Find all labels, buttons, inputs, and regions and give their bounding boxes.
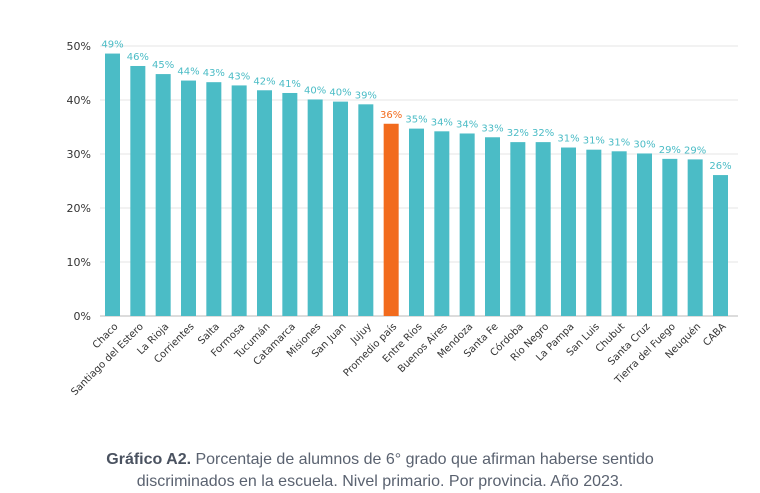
data-label: 34%	[456, 119, 478, 130]
y-tick-label: 40%	[67, 94, 91, 107]
bar	[358, 104, 374, 316]
data-label: 35%	[405, 115, 427, 126]
bar	[282, 92, 298, 316]
bar	[611, 151, 627, 316]
x-tick-label: CABA	[701, 321, 728, 348]
bar	[662, 158, 678, 316]
data-label: 46%	[127, 52, 149, 63]
data-label: 36%	[380, 110, 402, 121]
figure-caption: Gráfico A2. Porcentaje de alumnos de 6° …	[60, 449, 700, 493]
data-label: 49%	[101, 40, 123, 51]
bar	[181, 80, 196, 316]
y-tick-label: 10%	[67, 256, 91, 269]
data-label: 40%	[304, 85, 326, 96]
y-tick-label: 50%	[67, 40, 91, 53]
data-label: 33%	[481, 123, 503, 134]
bar	[105, 53, 120, 317]
bar	[586, 149, 602, 316]
data-label: 40%	[329, 88, 351, 99]
data-label: 31%	[608, 137, 630, 148]
y-tick-label: 0%	[74, 310, 91, 323]
bar	[434, 131, 450, 316]
y-axis-ticks: 0% 10% 20% 30% 40% 50%	[67, 40, 91, 323]
data-label: 43%	[203, 68, 225, 79]
y-tick-label: 30%	[67, 148, 91, 161]
data-label: 31%	[557, 134, 579, 145]
data-label: 29%	[684, 145, 706, 156]
bar	[510, 142, 526, 316]
caption-label: Gráfico A2.	[106, 451, 192, 468]
bar	[561, 147, 576, 316]
data-label: 39%	[355, 90, 377, 101]
bar	[155, 74, 171, 316]
bar	[485, 137, 500, 316]
bar	[231, 85, 247, 316]
data-label: 44%	[177, 67, 199, 78]
bar	[713, 175, 728, 316]
data-label: 41%	[279, 79, 301, 90]
bars	[105, 53, 728, 317]
data-label: 32%	[507, 128, 529, 139]
bar	[535, 142, 551, 316]
data-label: 43%	[228, 71, 250, 82]
data-label: 30%	[633, 139, 655, 150]
data-label: 42%	[253, 76, 275, 87]
data-label: 32%	[532, 128, 554, 139]
bar	[409, 128, 424, 316]
bar	[383, 123, 399, 316]
caption-text: Porcentaje de alumnos de 6° grado que af…	[136, 451, 654, 490]
data-label: 34%	[431, 117, 453, 128]
bar	[307, 99, 323, 317]
data-label: 26%	[709, 161, 731, 172]
data-label: 45%	[152, 60, 174, 71]
data-labels: 49%46%45%44% 43% 43% 42% 41%40% 40% 39%36% 35% 3…	[101, 40, 731, 172]
bar	[130, 65, 146, 316]
bar	[459, 133, 475, 316]
y-tick-label: 20%	[67, 202, 91, 215]
bar-chart: 0%10%20%30%40%50% 49%46%45%44% 43% 43% 42% 4…	[67, 40, 738, 398]
data-label: 31%	[583, 136, 605, 147]
bar	[687, 159, 703, 316]
bar	[257, 90, 272, 316]
bar	[637, 153, 652, 316]
data-label: 29%	[659, 145, 681, 156]
bar	[206, 82, 222, 317]
bar	[333, 101, 348, 317]
